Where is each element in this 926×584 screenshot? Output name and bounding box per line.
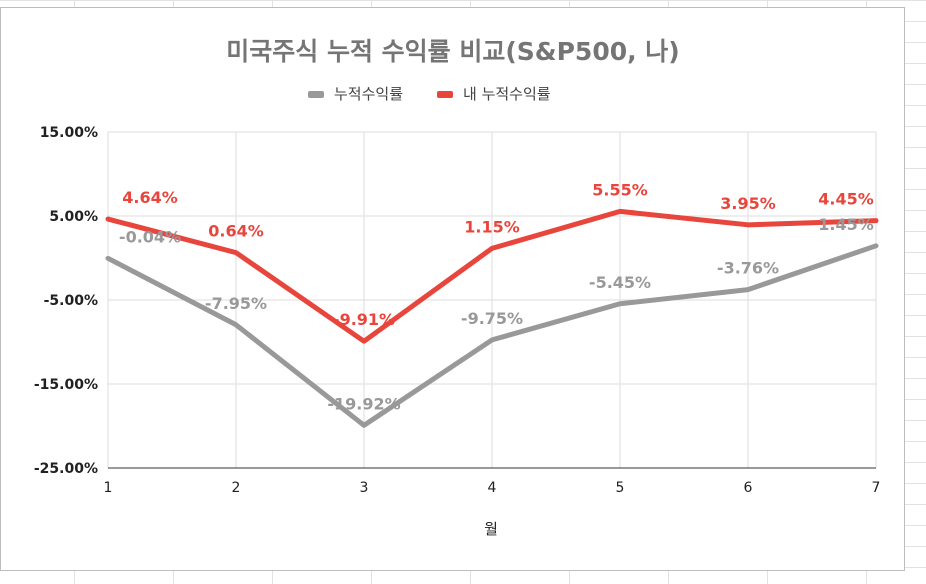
series-lines [105,208,879,428]
x-tick-label: 7 [872,480,881,496]
series-line [105,208,879,344]
data-label: 4.64% [122,188,178,207]
data-label: 4.45% [818,190,874,209]
x-tick-label: 5 [616,480,625,496]
data-label: 1.15% [464,217,520,236]
chart-title: 미국주식 누적 수익률 비교(S&P500, 나) [226,37,679,66]
data-label: -3.76% [717,259,779,278]
data-label: -9.91% [333,310,395,329]
y-tick-label: 5.00% [49,209,98,225]
y-tick-label: -15.00% [34,377,98,393]
y-axis-ticks: 15.00% 5.00% -5.00% -15.00% -25.00% [34,125,98,477]
data-label: -9.75% [461,309,523,328]
x-tick-label: 6 [744,480,753,496]
legend-swatch [437,91,453,98]
x-tick-label: 3 [360,480,369,496]
x-tick-label: 2 [232,480,241,496]
data-label: -0.04% [119,227,181,246]
data-labels: -0.04% -7.95% -19.92% -9.75% -5.45% -3.76% 1.4… [119,180,874,413]
y-tick-label: -25.00% [34,461,98,477]
data-label: -5.45% [589,273,651,292]
data-label: 0.64% [208,222,264,241]
x-tick-label: 1 [104,480,113,496]
y-tick-label: -5.00% [44,293,98,309]
legend: 누적수익률 내 누적수익률 [308,85,551,103]
legend-label: 내 누적수익률 [463,85,551,103]
y-tick-label: 15.00% [40,125,98,141]
x-axis-ticks: 1 2 3 4 5 6 7 [104,480,881,496]
data-label: -19.92% [327,394,400,413]
legend-label: 누적수익률 [334,85,403,103]
x-axis-label: 월 [484,520,498,538]
data-label: 3.95% [720,194,776,213]
legend-swatch [308,91,324,98]
series-line [105,243,879,428]
grid-lines [107,131,877,469]
data-label: 5.55% [592,180,648,199]
data-label: 1.45% [818,215,874,234]
x-tick-label: 4 [488,480,497,496]
data-label: -7.95% [205,294,267,313]
